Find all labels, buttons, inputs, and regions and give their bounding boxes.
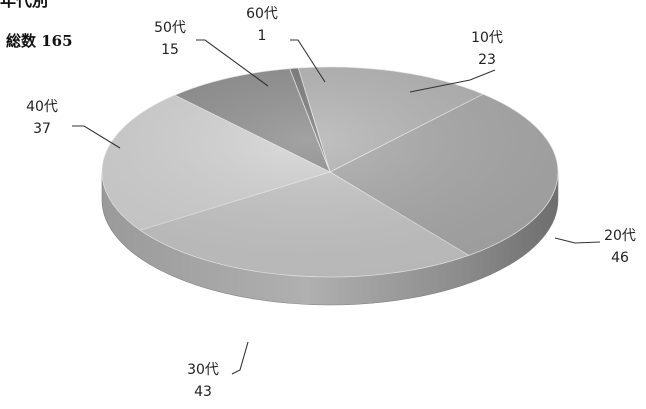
slice-label-category: 50代: [154, 20, 186, 36]
slice-label-category: 10代: [471, 30, 503, 46]
slice-label-category: 20代: [604, 228, 636, 244]
leader-line-30代: [231, 341, 249, 375]
pie-slices: [101, 66, 559, 278]
slice-label-value: 46: [611, 250, 629, 266]
leader-line-10代: [409, 69, 496, 93]
total-count-value: 165: [41, 32, 73, 50]
chart-title: 年代別: [0, 0, 49, 10]
leader-line-20代: [554, 237, 601, 244]
slice-label-value: 37: [33, 121, 51, 137]
slice-label-category: 30代: [187, 362, 219, 378]
slice-label-category: 60代: [246, 6, 278, 22]
slice-label-category: 40代: [26, 99, 58, 115]
leader-line-60代: [290, 39, 326, 83]
slice-label-value: 1: [258, 28, 267, 44]
slice-label-value: 15: [161, 42, 179, 58]
slice-label-value: 23: [478, 52, 496, 68]
total-count-label: 総数: [6, 32, 37, 50]
leader-line-40代: [72, 125, 121, 149]
slice-label-value: 43: [194, 384, 212, 400]
pie-top-sheen: [102, 67, 558, 277]
slice-labels: 10代 23 20代 46 30代 43 40代 37 50代 15 60代 1: [26, 6, 636, 400]
total-count: 総数 165: [6, 30, 73, 51]
leader-line-50代: [196, 39, 269, 87]
